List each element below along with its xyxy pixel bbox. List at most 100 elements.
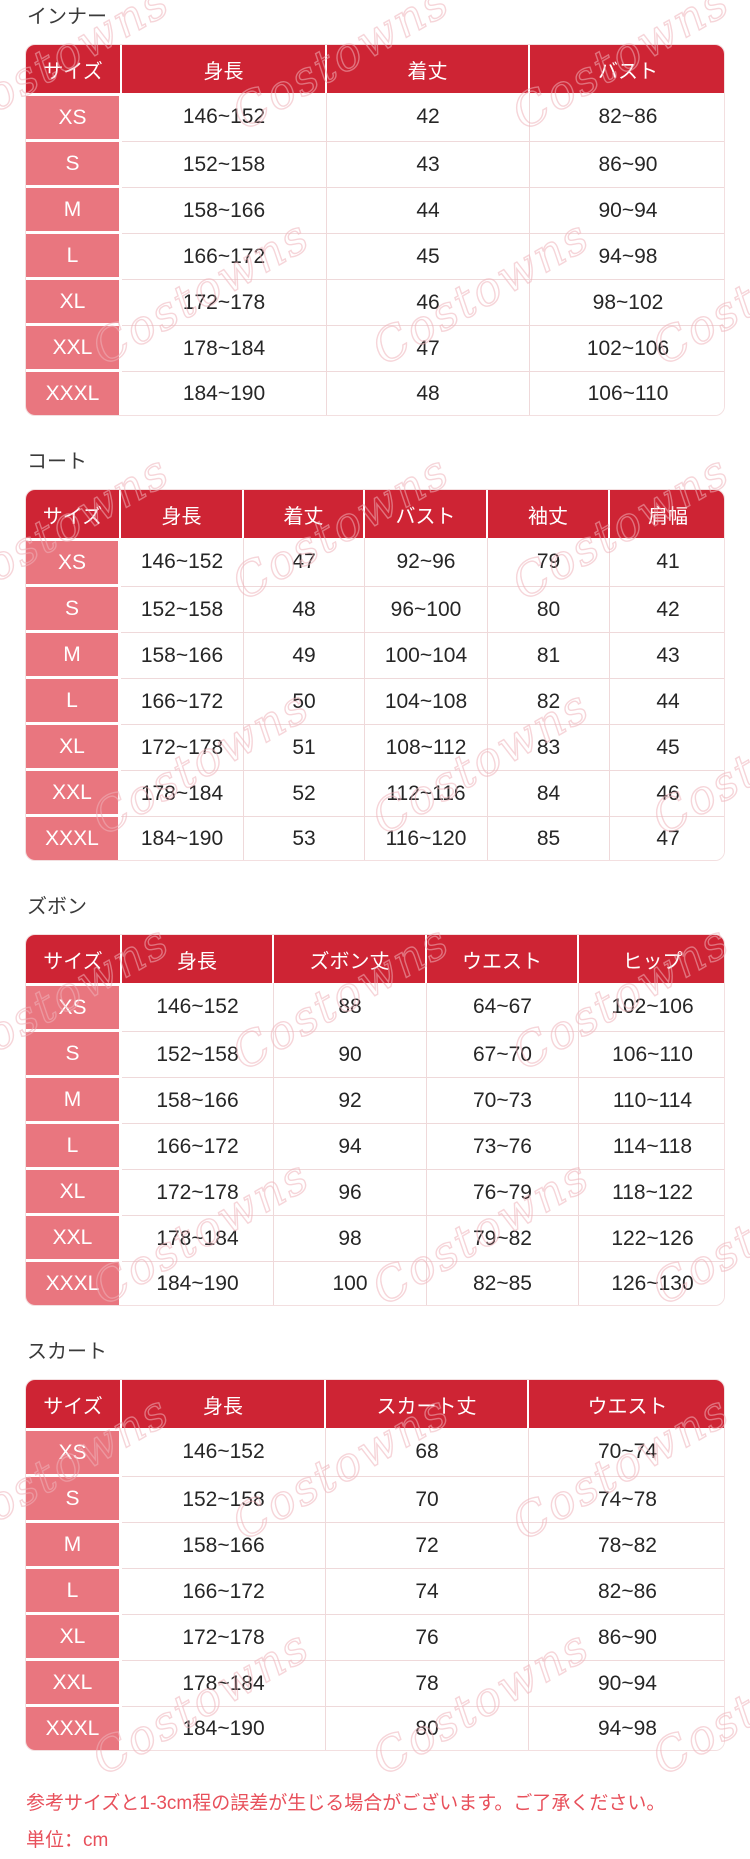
- data-cell: 67~70: [427, 1032, 579, 1078]
- data-cell: 74~78: [529, 1477, 724, 1523]
- data-cell: 82: [488, 679, 610, 725]
- data-cell: 158~166: [122, 1078, 274, 1124]
- data-cell: 70: [326, 1477, 529, 1523]
- size-tables: インナー サイズ 身長 着丈 バスト XS 146~152 42 82~86 S 152~158 43…: [25, 4, 725, 1751]
- size-chart-section: コート サイズ 身長 着丈 バスト 袖丈 肩幅 XS 146~152 47 92~96 79 41 S 15…: [25, 449, 725, 861]
- data-cell: 152~158: [122, 1477, 326, 1523]
- data-cell: 82~86: [530, 93, 724, 142]
- data-cell: 178~184: [122, 326, 327, 372]
- table-row: XL 172~178 76 86~90: [26, 1615, 724, 1661]
- table-row: M 158~166 49 100~104 81 43: [26, 633, 724, 679]
- data-cell: 126~130: [579, 1262, 724, 1305]
- data-cell: 82~85: [427, 1262, 579, 1305]
- data-cell: 96~100: [365, 587, 488, 633]
- table-row: M 158~166 92 70~73 110~114: [26, 1078, 724, 1124]
- data-cell: 172~178: [122, 1615, 326, 1661]
- data-cell: 166~172: [121, 679, 244, 725]
- data-cell: 146~152: [122, 1428, 326, 1477]
- size-cell: XS: [26, 983, 122, 1032]
- column-header: 着丈: [327, 45, 530, 93]
- table-row: L 166~172 94 73~76 114~118: [26, 1124, 724, 1170]
- data-cell: 53: [244, 817, 365, 860]
- data-cell: 78: [326, 1661, 529, 1707]
- size-cell: L: [26, 234, 122, 280]
- data-cell: 172~178: [122, 1170, 274, 1216]
- data-cell: 88: [274, 983, 427, 1032]
- table-row: XS 146~152 47 92~96 79 41: [26, 538, 724, 587]
- table-row: XL 172~178 51 108~112 83 45: [26, 725, 724, 771]
- data-cell: 94~98: [530, 234, 724, 280]
- data-cell: 152~158: [122, 1032, 274, 1078]
- data-cell: 98: [274, 1216, 427, 1262]
- size-cell: XS: [26, 93, 122, 142]
- data-cell: 90~94: [530, 188, 724, 234]
- data-cell: 98~102: [530, 280, 724, 326]
- table-row: XL 172~178 96 76~79 118~122: [26, 1170, 724, 1216]
- size-cell: S: [26, 587, 121, 633]
- data-cell: 172~178: [122, 280, 327, 326]
- size-cell: L: [26, 679, 121, 725]
- table-row: XL 172~178 46 98~102: [26, 280, 724, 326]
- data-cell: 86~90: [529, 1615, 724, 1661]
- data-cell: 184~190: [121, 817, 244, 860]
- data-cell: 104~108: [365, 679, 488, 725]
- data-cell: 94: [274, 1124, 427, 1170]
- data-cell: 106~110: [530, 372, 724, 415]
- data-cell: 100~104: [365, 633, 488, 679]
- column-header: 着丈: [244, 490, 365, 538]
- size-cell: M: [26, 1078, 122, 1124]
- data-cell: 51: [244, 725, 365, 771]
- size-cell: XXL: [26, 326, 122, 372]
- data-cell: 158~166: [122, 1523, 326, 1569]
- data-cell: 52: [244, 771, 365, 817]
- data-cell: 106~110: [579, 1032, 724, 1078]
- data-cell: 100: [274, 1262, 427, 1305]
- data-cell: 92~96: [365, 538, 488, 587]
- size-cell: XXXL: [26, 372, 122, 415]
- data-cell: 76~79: [427, 1170, 579, 1216]
- column-header: ズボン丈: [274, 935, 427, 983]
- data-cell: 41: [610, 538, 724, 587]
- size-cell: M: [26, 188, 122, 234]
- table-row: M 158~166 44 90~94: [26, 188, 724, 234]
- data-cell: 184~190: [122, 372, 327, 415]
- column-header: スカート丈: [326, 1380, 529, 1428]
- table-row: S 152~158 48 96~100 80 42: [26, 587, 724, 633]
- data-cell: 90~94: [529, 1661, 724, 1707]
- data-cell: 83: [488, 725, 610, 771]
- size-cell: S: [26, 142, 122, 188]
- data-cell: 82~86: [529, 1569, 724, 1615]
- table-row: S 152~158 43 86~90: [26, 142, 724, 188]
- data-cell: 49: [244, 633, 365, 679]
- data-cell: 90: [274, 1032, 427, 1078]
- data-cell: 76: [326, 1615, 529, 1661]
- table-row: XXL 178~184 47 102~106: [26, 326, 724, 372]
- size-cell: L: [26, 1569, 122, 1615]
- data-cell: 78~82: [529, 1523, 724, 1569]
- data-cell: 47: [610, 817, 724, 860]
- data-cell: 122~126: [579, 1216, 724, 1262]
- data-cell: 68: [326, 1428, 529, 1477]
- data-cell: 80: [326, 1707, 529, 1750]
- data-cell: 178~184: [121, 771, 244, 817]
- table-row: XXL 178~184 52 112~116 84 46: [26, 771, 724, 817]
- data-cell: 79: [488, 538, 610, 587]
- size-cell: S: [26, 1032, 122, 1078]
- data-cell: 172~178: [121, 725, 244, 771]
- table-row: L 166~172 74 82~86: [26, 1569, 724, 1615]
- data-cell: 114~118: [579, 1124, 724, 1170]
- data-cell: 102~106: [530, 326, 724, 372]
- data-cell: 178~184: [122, 1216, 274, 1262]
- table-row: XXXL 184~190 80 94~98: [26, 1707, 724, 1750]
- data-cell: 166~172: [122, 234, 327, 280]
- data-cell: 81: [488, 633, 610, 679]
- data-cell: 70~74: [529, 1428, 724, 1477]
- table-row: L 166~172 50 104~108 82 44: [26, 679, 724, 725]
- data-cell: 152~158: [122, 142, 327, 188]
- data-cell: 166~172: [122, 1569, 326, 1615]
- size-chart-section: スカート サイズ 身長 スカート丈 ウエスト XS 146~152 68 70~74 S 152~1…: [25, 1339, 725, 1751]
- size-table: サイズ 身長 スカート丈 ウエスト XS 146~152 68 70~74 S 152~158 70…: [25, 1379, 725, 1751]
- data-cell: 80: [488, 587, 610, 633]
- size-table: サイズ 身長 ズボン丈 ウエスト ヒップ XS 146~152 88 64~67 102~106 S…: [25, 934, 725, 1306]
- table-row: XS 146~152 68 70~74: [26, 1428, 724, 1477]
